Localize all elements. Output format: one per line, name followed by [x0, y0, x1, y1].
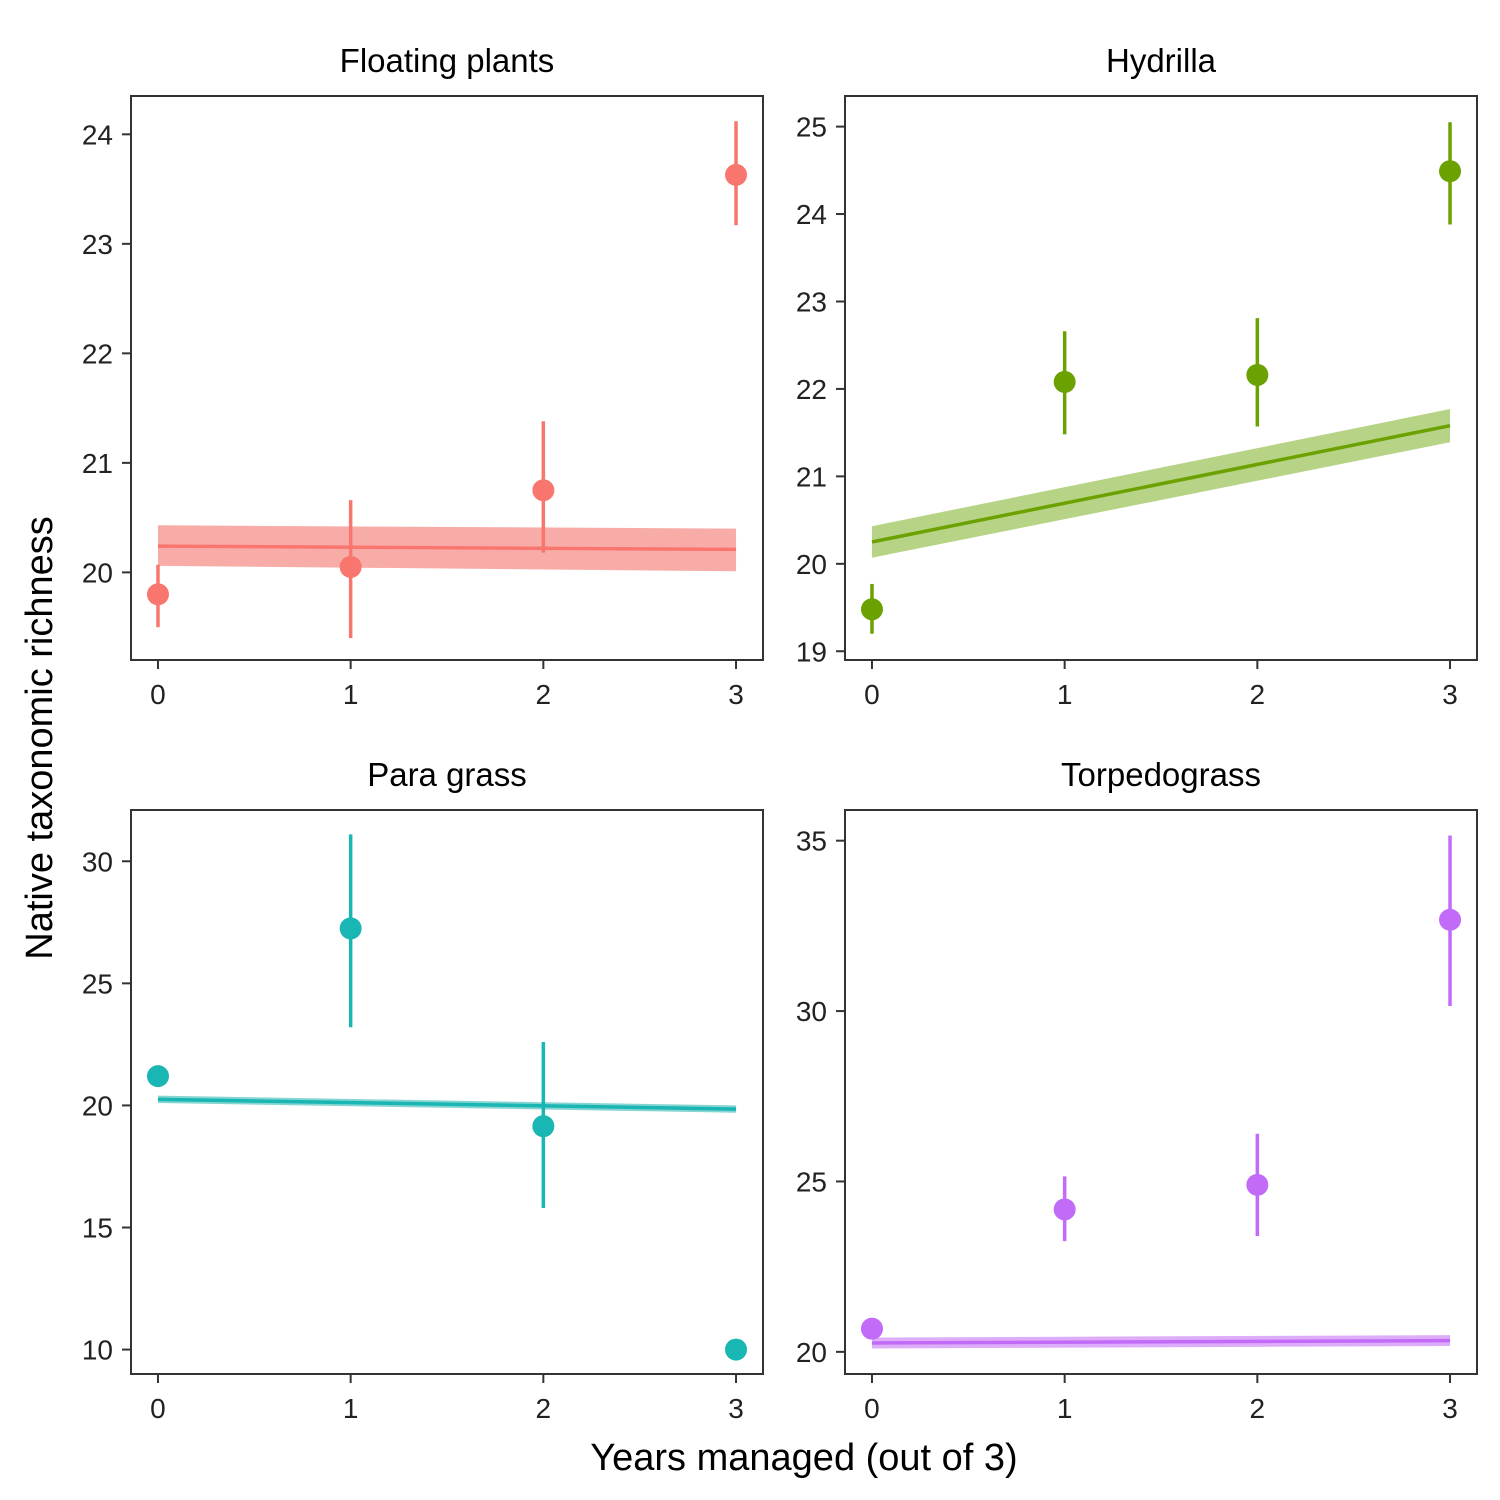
- x-tick-label: 1: [343, 1393, 359, 1424]
- x-tick-label: 1: [343, 679, 359, 710]
- panel-title: Para grass: [367, 756, 527, 793]
- data-point: [146, 1065, 169, 1088]
- data-point: [532, 1115, 555, 1138]
- x-tick-label: 0: [864, 679, 880, 710]
- y-tick-label: 21: [82, 448, 113, 479]
- panel-title: Hydrilla: [1106, 42, 1217, 79]
- y-tick-label: 21: [796, 461, 827, 492]
- x-tick-label: 1: [1057, 1393, 1073, 1424]
- y-tick-label: 20: [796, 1337, 827, 1368]
- x-tick-label: 3: [1442, 679, 1458, 710]
- y-tick-label: 30: [82, 846, 113, 877]
- x-axis-title: Years managed (out of 3): [590, 1437, 1017, 1479]
- panel-frame: [130, 95, 764, 661]
- data-point: [1053, 1198, 1076, 1221]
- data-point: [1246, 363, 1269, 386]
- y-tick-label: 22: [796, 374, 827, 405]
- data-point: [725, 1338, 748, 1361]
- data-point: [1246, 1173, 1269, 1196]
- y-tick-label: 19: [796, 636, 827, 667]
- y-tick-label: 25: [82, 968, 113, 999]
- fit-line: [871, 1338, 1451, 1345]
- x-tick-label: 2: [1250, 1393, 1266, 1424]
- data-point: [339, 917, 362, 940]
- x-tick-label: 3: [728, 1393, 744, 1424]
- data-point: [860, 598, 883, 621]
- data-point: [860, 1317, 883, 1340]
- x-tick-label: 0: [864, 1393, 880, 1424]
- data-point: [1439, 160, 1462, 183]
- y-tick-label: 20: [82, 557, 113, 588]
- x-tick-label: 0: [150, 1393, 166, 1424]
- y-tick-label: 23: [796, 286, 827, 317]
- y-tick-label: 24: [796, 199, 827, 230]
- chart-panel: Para grass 0 1 2 3 10 15 20 25 30: [82, 756, 764, 1424]
- y-tick-label: 20: [796, 549, 827, 580]
- x-tick-label: 2: [536, 1393, 552, 1424]
- panel-title: Floating plants: [340, 42, 555, 79]
- chart-panel: Torpedograss 0 1 2 3 20 25 30 35: [796, 756, 1478, 1424]
- x-tick-label: 3: [728, 679, 744, 710]
- x-tick-label: 3: [1442, 1393, 1458, 1424]
- panel-frame: [844, 809, 1478, 1375]
- y-tick-label: 24: [82, 119, 113, 150]
- x-tick-label: 1: [1057, 679, 1073, 710]
- data-point: [532, 479, 555, 502]
- y-tick-label: 35: [796, 826, 827, 857]
- y-tick-label: 30: [796, 996, 827, 1027]
- x-tick-label: 2: [1250, 679, 1266, 710]
- y-tick-label: 10: [82, 1335, 113, 1366]
- y-tick-label: 22: [82, 338, 113, 369]
- y-tick-label: 25: [796, 112, 827, 143]
- fit-line: [157, 544, 737, 552]
- data-point: [146, 583, 169, 606]
- panel-frame: [130, 809, 764, 1375]
- x-tick-label: 2: [536, 679, 552, 710]
- panel-frame: [844, 95, 1478, 661]
- y-tick-label: 23: [82, 229, 113, 260]
- fit-line: [871, 423, 1451, 544]
- y-tick-label: 20: [82, 1090, 113, 1121]
- panel-title: Torpedograss: [1061, 756, 1261, 793]
- data-point: [725, 163, 748, 186]
- y-axis-title: Native taxonomic richness: [19, 516, 61, 960]
- data-point: [339, 555, 362, 578]
- y-tick-label: 15: [82, 1213, 113, 1244]
- fit-line: [157, 1097, 737, 1111]
- x-tick-label: 0: [150, 679, 166, 710]
- y-tick-label: 25: [796, 1166, 827, 1197]
- data-point: [1439, 908, 1462, 931]
- data-point: [1053, 370, 1076, 393]
